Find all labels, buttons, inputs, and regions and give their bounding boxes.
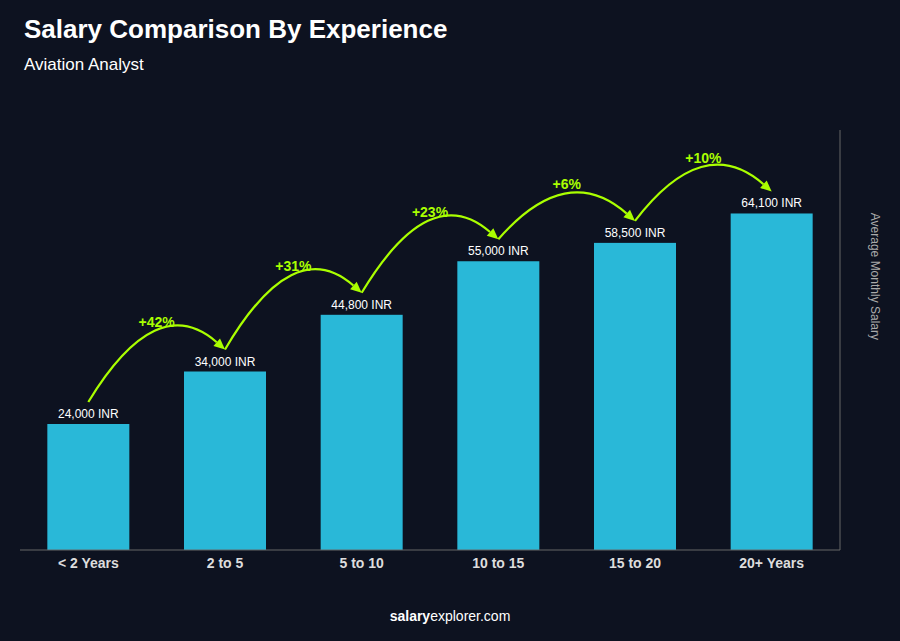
svg-text:58,500 INR: 58,500 INR <box>605 226 666 240</box>
svg-text:+23%: +23% <box>412 204 449 220</box>
html-text:Aviation Analyst: Aviation Analyst <box>24 55 144 74</box>
svg-text:+10%: +10% <box>685 150 722 166</box>
svg-text:44,800 INR: 44,800 INR <box>331 298 392 312</box>
svg-text:15 to 20: 15 to 20 <box>609 555 661 571</box>
svg-text:2 to 5: 2 to 5 <box>207 555 244 571</box>
html-text:Salary Comparison By Experienc: Salary Comparison By Experience <box>24 14 448 44</box>
svg-text:Average Monthly Salary: Average Monthly Salary <box>868 213 882 340</box>
svg-text:64,100 INR: 64,100 INR <box>741 196 802 210</box>
svg-text:55,000 INR: 55,000 INR <box>468 244 529 258</box>
svg-text:< 2 Years: < 2 Years <box>58 555 119 571</box>
svg-text:5 to 10: 5 to 10 <box>339 555 384 571</box>
svg-text:34,000 INR: 34,000 INR <box>195 355 256 369</box>
svg-text:+42%: +42% <box>139 314 176 330</box>
svg-text:+31%: +31% <box>275 258 312 274</box>
svg-text:+6%: +6% <box>552 176 581 192</box>
svg-text:20+ Years: 20+ Years <box>739 555 804 571</box>
svg-text:24,000 INR: 24,000 INR <box>58 407 119 421</box>
html-text:salary explorer.com: salary explorer.com <box>389 608 511 624</box>
svg-text:10 to 15: 10 to 15 <box>472 555 524 571</box>
